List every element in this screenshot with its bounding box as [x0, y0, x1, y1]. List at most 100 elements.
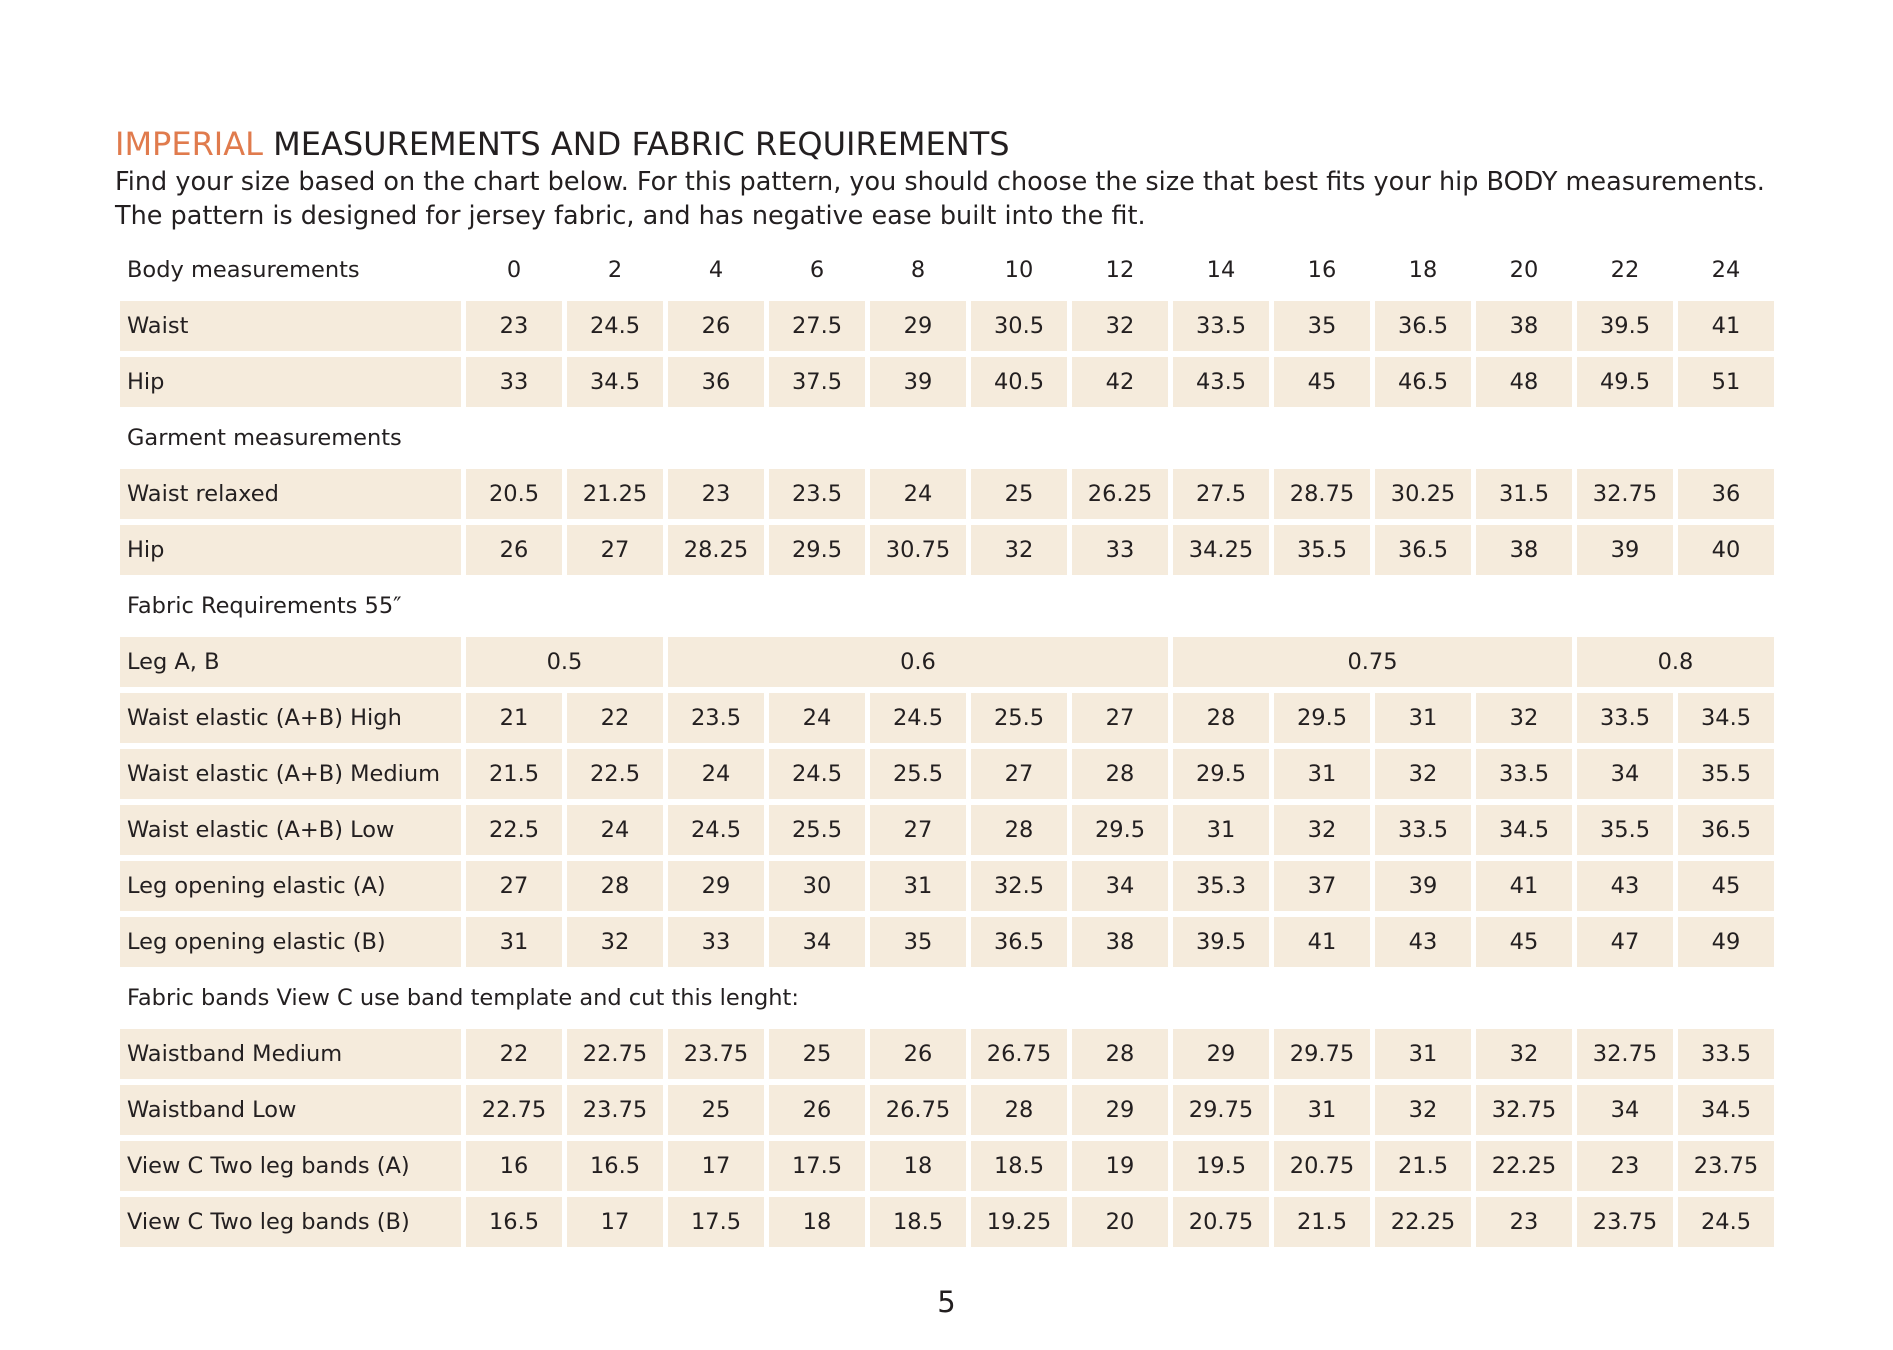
measurement-cell: 20.75 — [1173, 1197, 1269, 1247]
measurement-cell: 28 — [1072, 1029, 1168, 1079]
measurement-cell: 21.5 — [1274, 1197, 1370, 1247]
page-title: IMPERIAL MEASUREMENTS AND FABRIC REQUIRE… — [115, 124, 1010, 164]
measurement-cell: 33.5 — [1476, 749, 1572, 799]
measurement-cell: 26 — [668, 301, 764, 351]
measurement-cell: 29.5 — [769, 525, 865, 575]
measurement-cell: 35.3 — [1173, 861, 1269, 911]
measurement-cell: 43 — [1375, 917, 1471, 967]
measurement-cell: 27 — [466, 861, 562, 911]
row-label: Leg A, B — [120, 637, 461, 687]
measurement-cell: 32 — [1476, 1029, 1572, 1079]
row-label: Waist — [120, 301, 461, 351]
measurement-cell: 25 — [971, 469, 1067, 519]
measurement-cell: 34.5 — [1678, 693, 1774, 743]
measurement-cell: 24.5 — [769, 749, 865, 799]
measurement-cell: 26 — [466, 525, 562, 575]
garment-measurement-row: Hip 26 27 28.25 29.5 30.75 32 33 34.25 35.5 36.5 38… — [120, 525, 1774, 575]
measurement-cell: 27.5 — [1173, 469, 1269, 519]
measurement-cell: 19.25 — [971, 1197, 1067, 1247]
measurement-cell: 45 — [1678, 861, 1774, 911]
measurement-cell: 38 — [1476, 301, 1572, 351]
title-rest: MEASUREMENTS AND FABRIC REQUIREMENTS — [273, 125, 1010, 163]
measurement-cell: 29 — [668, 861, 764, 911]
fabric-requirements-heading: Fabric Requirements 55″ — [127, 593, 402, 619]
measurement-cell: 26 — [769, 1085, 865, 1135]
measurement-cell: 43.5 — [1173, 357, 1269, 407]
measurement-cell: 22.25 — [1375, 1197, 1471, 1247]
measurement-cell: 16.5 — [466, 1197, 562, 1247]
measurement-cell: 31 — [1375, 693, 1471, 743]
measurement-cell: 49 — [1678, 917, 1774, 967]
row-label: View C Two leg bands (A) — [120, 1141, 461, 1191]
measurement-cell: 37.5 — [769, 357, 865, 407]
measurement-cell: 32 — [1375, 1085, 1471, 1135]
measurement-cell: 17 — [567, 1197, 663, 1247]
leg-ab-row: Leg A, B 0.5 0.6 0.75 0.8 — [120, 637, 1774, 687]
elastic-row: Leg opening elastic (B) 31 32 33 34 35 36.5 38 3… — [120, 917, 1774, 967]
size-header: 2 — [607, 257, 623, 283]
measurement-cell: 30 — [769, 861, 865, 911]
measurement-cell: 29 — [870, 301, 966, 351]
measurement-cell: 35 — [1274, 301, 1370, 351]
measurement-cell: 33.5 — [1577, 693, 1673, 743]
measurement-cell: 33 — [1072, 525, 1168, 575]
band-row: Waistband Low 22.75 23.75 25 26 26.75 28 29 29.7… — [120, 1085, 1774, 1135]
measurement-cell: 28 — [1173, 693, 1269, 743]
measurement-cell: 32 — [1375, 749, 1471, 799]
measurement-cell: 32 — [971, 525, 1067, 575]
elastic-row: Waist elastic (A+B) Medium 21.5 22.5 24 24.5… — [120, 749, 1774, 799]
size-header: 12 — [1105, 257, 1135, 283]
measurement-cell: 21.25 — [567, 469, 663, 519]
measurement-cell: 24 — [567, 805, 663, 855]
measurement-cell: 36.5 — [1678, 805, 1774, 855]
measurement-cell: 29.75 — [1173, 1085, 1269, 1135]
size-header: 20 — [1509, 257, 1539, 283]
measurement-cell: 34.5 — [1476, 805, 1572, 855]
measurement-cell: 34 — [1577, 749, 1673, 799]
measurement-cell: 17.5 — [769, 1141, 865, 1191]
size-header: 0 — [506, 257, 522, 283]
measurement-cell: 25 — [769, 1029, 865, 1079]
measurement-cell: 18.5 — [971, 1141, 1067, 1191]
measurement-cell: 26.75 — [870, 1085, 966, 1135]
measurement-cell: 18 — [769, 1197, 865, 1247]
elastic-row: Waist elastic (A+B) High 21 22 23.5 24 24.5 25… — [120, 693, 1774, 743]
garment-measurement-row: Waist relaxed 20.5 21.25 23 23.5 24 25 26.25 27.… — [120, 469, 1774, 519]
intro-paragraph: Find your size based on the chart below.… — [115, 167, 1765, 231]
body-measurement-row: Waist 23 24.5 26 27.5 29 30.5 32 33.5 35 36.5 38 39.… — [120, 301, 1774, 351]
size-header: 6 — [809, 257, 825, 283]
fabric-yardage-cell: 0.75 — [1173, 637, 1572, 687]
measurement-cell: 34 — [1072, 861, 1168, 911]
measurement-cell: 39 — [1375, 861, 1471, 911]
measurement-cell: 27 — [870, 805, 966, 855]
measurement-cell: 17 — [668, 1141, 764, 1191]
measurement-cell: 24 — [870, 469, 966, 519]
measurement-cell: 29.5 — [1072, 805, 1168, 855]
measurement-cell: 33 — [668, 917, 764, 967]
measurement-cell: 22 — [567, 693, 663, 743]
size-header: 8 — [910, 257, 926, 283]
measurement-cell: 21 — [466, 693, 562, 743]
measurement-cell: 37 — [1274, 861, 1370, 911]
measurement-cell: 19.5 — [1173, 1141, 1269, 1191]
measurement-cell: 38 — [1476, 525, 1572, 575]
measurement-cell: 39.5 — [1577, 301, 1673, 351]
measurement-cell: 25.5 — [971, 693, 1067, 743]
row-label: Leg opening elastic (B) — [120, 917, 461, 967]
row-label: Waistband Medium — [120, 1029, 461, 1079]
measurement-cell: 45 — [1274, 357, 1370, 407]
measurement-cell: 20.5 — [466, 469, 562, 519]
measurement-cell: 32.5 — [971, 861, 1067, 911]
measurement-cell: 28 — [971, 805, 1067, 855]
measurement-cell: 25 — [668, 1085, 764, 1135]
measurement-cell: 16 — [466, 1141, 562, 1191]
size-header: 16 — [1307, 257, 1337, 283]
measurement-cell: 23 — [668, 469, 764, 519]
measurement-cell: 36.5 — [971, 917, 1067, 967]
measurement-cell: 22.75 — [567, 1029, 663, 1079]
measurement-cell: 34 — [1577, 1085, 1673, 1135]
measurement-cell: 35 — [870, 917, 966, 967]
measurement-cell: 22.5 — [466, 805, 562, 855]
measurement-cell: 34.5 — [567, 357, 663, 407]
fabric-yardage-cell: 0.6 — [668, 637, 1168, 687]
